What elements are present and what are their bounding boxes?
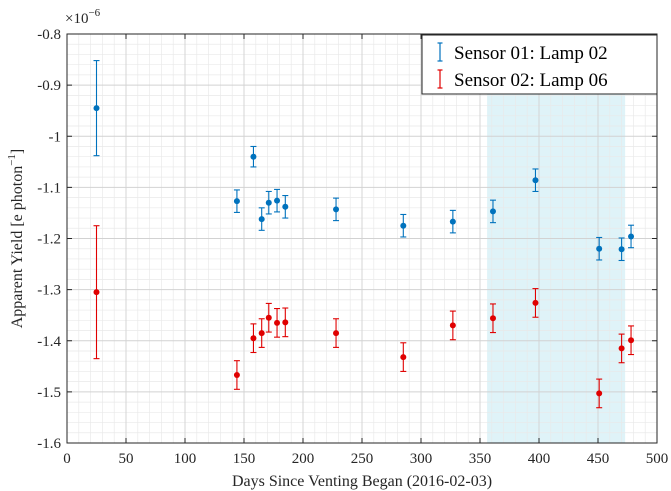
- major-grid: [66, 33, 658, 444]
- x-tick-label: 50: [119, 451, 134, 467]
- x-tick-label: 150: [233, 451, 256, 467]
- data-point: [274, 197, 281, 204]
- legend-marker-sensor-02: [437, 69, 443, 89]
- legend-label-sensor-02: Sensor 02: Lamp 06: [454, 70, 608, 91]
- data-point: [628, 337, 635, 344]
- data-point: [274, 319, 281, 326]
- x-tick-label: 100: [174, 451, 197, 467]
- legend-marker-sensor-01: [437, 42, 443, 62]
- series-2: [93, 225, 635, 409]
- y-exponent-base: ×10: [65, 11, 88, 27]
- data-point: [250, 335, 257, 342]
- data-point: [282, 319, 289, 326]
- y-tick-labels: -1.6 -1.5 -1.4 -1.3 -1.2 -1.1 -1 -0.9 -0.8: [37, 27, 61, 452]
- data-point: [532, 299, 539, 306]
- legend-box: [421, 34, 658, 95]
- data-point: [449, 322, 456, 329]
- y-exponent-power: −6: [88, 7, 100, 19]
- y-tick-label: -1.4: [37, 334, 61, 350]
- data-point: [250, 153, 257, 160]
- x-tick-label: 400: [528, 451, 551, 467]
- data-point: [532, 177, 539, 184]
- x-tick-label: 450: [587, 451, 610, 467]
- y-axis-label-exponent: −1: [6, 154, 18, 166]
- data-point: [489, 315, 496, 322]
- data-point: [596, 245, 603, 252]
- y-axis-label: Apparent Yield [e photon−1]: [6, 149, 26, 329]
- data-point: [265, 314, 272, 321]
- y-axis-label-close: ]: [9, 149, 26, 154]
- data-point: [282, 203, 289, 210]
- data-point: [628, 233, 635, 240]
- x-tick-label: 350: [469, 451, 492, 467]
- data-point: [400, 222, 407, 229]
- x-tick-labels: 0 50 100 150 200 250 300 350 400 450 500: [63, 451, 668, 467]
- data-point: [233, 372, 240, 379]
- y-exponent-label: ×10−6: [65, 7, 101, 27]
- data-point: [449, 218, 456, 225]
- data-point: [618, 345, 625, 352]
- data-point: [233, 198, 240, 205]
- y-tick-label: -1.1: [37, 180, 61, 196]
- data-point: [333, 330, 340, 337]
- data-point: [93, 105, 100, 112]
- data-point: [258, 216, 265, 223]
- data-point: [618, 246, 625, 253]
- data-point: [400, 354, 407, 361]
- data-point: [333, 206, 340, 213]
- x-tick-label: 200: [292, 451, 315, 467]
- data-point: [596, 390, 603, 397]
- y-tick-label: -0.9: [37, 78, 61, 94]
- data-point: [93, 289, 100, 296]
- x-tick-label: 0: [63, 451, 71, 467]
- y-tick-label: -1.5: [37, 385, 61, 401]
- x-tick-label: 250: [351, 451, 374, 467]
- y-tick-label: -1.6: [37, 436, 61, 452]
- legend-label-sensor-01: Sensor 01: Lamp 02: [454, 43, 608, 64]
- y-tick-label: -1.3: [37, 283, 61, 299]
- y-tick-label: -0.8: [37, 27, 61, 43]
- y-tick-label: -1.2: [37, 232, 61, 248]
- data-point: [258, 330, 265, 337]
- x-tick-label: 300: [410, 451, 433, 467]
- data-point: [265, 199, 272, 206]
- y-tick-label: -1: [49, 129, 62, 145]
- legend: Sensor 01: Lamp 02 Sensor 02: Lamp 06: [421, 34, 658, 95]
- x-tick-label: 500: [646, 451, 669, 467]
- data-series: [93, 60, 635, 409]
- x-axis-label: Days Since Venting Began (2016-02-03): [232, 473, 492, 490]
- y-axis-label-main: Apparent Yield [e photon: [9, 166, 26, 328]
- series-1: [93, 60, 635, 262]
- data-point: [489, 208, 496, 215]
